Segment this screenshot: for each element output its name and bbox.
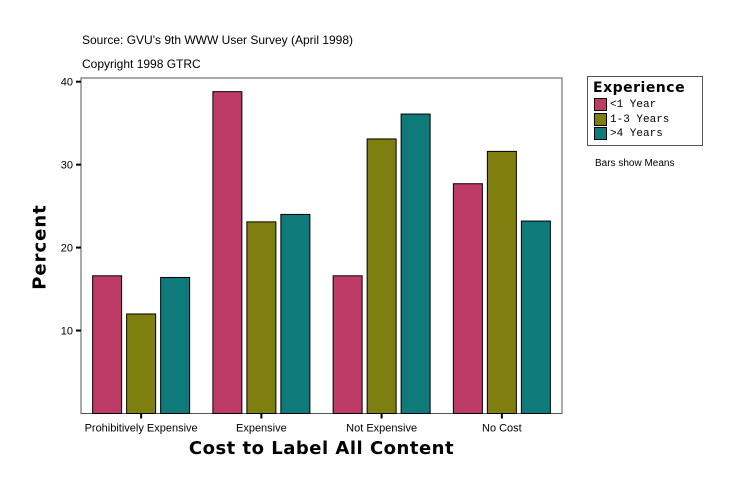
bar-1-3 (486, 150, 517, 415)
x-tick-label: No Cost (482, 423, 522, 435)
y-tick-label: 30 (61, 160, 73, 172)
legend-item: 1-3 Years (594, 113, 669, 126)
x-tick-label: Not Expensive (346, 423, 417, 435)
x-tick-label: Expensive (236, 423, 287, 435)
legend-item: <1 Year (594, 98, 656, 111)
bar-0-3 (452, 183, 483, 414)
legend-label: 1-3 Years (610, 113, 670, 126)
legend-title: Experience (593, 80, 686, 96)
legend-swatch (594, 113, 607, 126)
bar-2-3 (520, 220, 551, 414)
bar-0-0 (92, 275, 123, 415)
bar-2-1 (280, 213, 311, 414)
legend-swatch (594, 127, 607, 140)
bar-1-1 (246, 221, 277, 414)
bar-1-0 (126, 313, 157, 414)
legend-label: <1 Year (610, 98, 657, 111)
bar-1-2 (366, 138, 397, 415)
bar-0-1 (212, 91, 243, 415)
legend-label: >4 Years (610, 127, 663, 140)
bar-2-0 (160, 276, 191, 414)
chart-subtitle: Copyright 1998 GTRC (82, 57, 201, 71)
x-tick-label: Prohibitively Expensive (85, 423, 198, 435)
note: Bars show Means (595, 158, 675, 169)
x-axis-title: Cost to Label All Content (188, 438, 455, 459)
y-tick-label: 40 (61, 77, 73, 89)
legend-swatch (594, 98, 607, 111)
y-axis-title: Percent (29, 204, 51, 290)
bar-2-2 (400, 113, 431, 414)
legend-item: >4 Years (594, 127, 663, 140)
bar-0-2 (332, 275, 363, 415)
y-tick-label: 20 (61, 243, 73, 255)
legend: Experience <1 Year 1-3 Years >4 Years (587, 76, 703, 146)
chart-title: Source: GVU's 9th WWW User Survey (April… (82, 33, 354, 47)
y-tick-label: 10 (61, 326, 73, 338)
